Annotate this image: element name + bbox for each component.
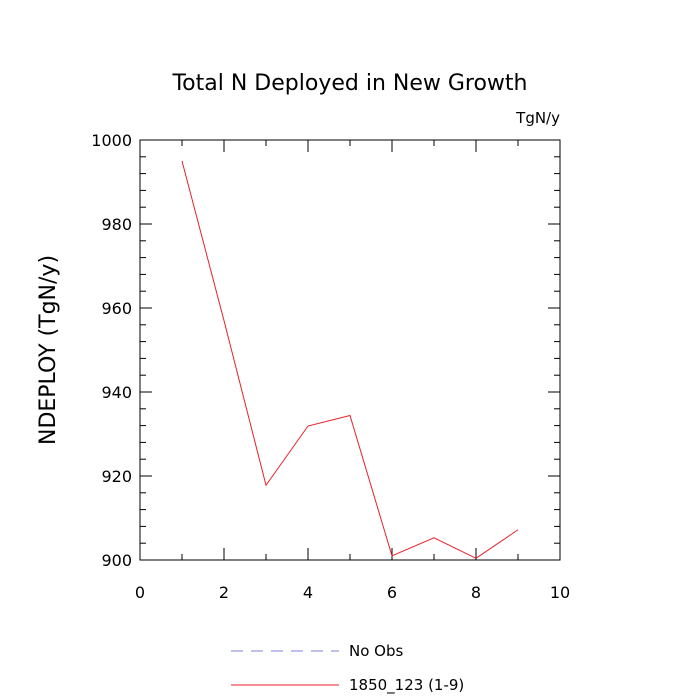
y-tick-label: 1000 bbox=[91, 131, 132, 150]
legend-label: No Obs bbox=[349, 642, 403, 660]
axis-ticks: 0 2 4 6 8 10 900 920 940 960 980 1000 bbox=[91, 131, 570, 602]
plot-frame bbox=[139, 139, 561, 561]
series-line bbox=[181, 160, 519, 559]
x-tick-label: 6 bbox=[387, 583, 397, 602]
series-layer bbox=[181, 160, 519, 559]
chart-title: Total N Deployed in New Growth bbox=[171, 71, 527, 96]
y-tick-label: 960 bbox=[101, 299, 132, 318]
y-tick-label: 940 bbox=[101, 383, 132, 402]
x-tick-label: 10 bbox=[550, 583, 570, 602]
legend-label: 1850_123 (1-9) bbox=[349, 676, 464, 695]
x-tick-label: 4 bbox=[303, 583, 313, 602]
y-tick-label: 920 bbox=[101, 467, 132, 486]
y-axis-label: NDEPLOY (TgN/y) bbox=[36, 255, 61, 445]
x-tick-label: 2 bbox=[219, 583, 229, 602]
x-tick-label: 0 bbox=[135, 583, 145, 602]
y-tick-label: 900 bbox=[101, 551, 132, 570]
x-tick-label: 8 bbox=[471, 583, 481, 602]
units-label: TgN/y bbox=[515, 109, 560, 127]
legend: No Obs 1850_123 (1-9) bbox=[231, 642, 464, 695]
y-tick-label: 980 bbox=[101, 215, 132, 234]
